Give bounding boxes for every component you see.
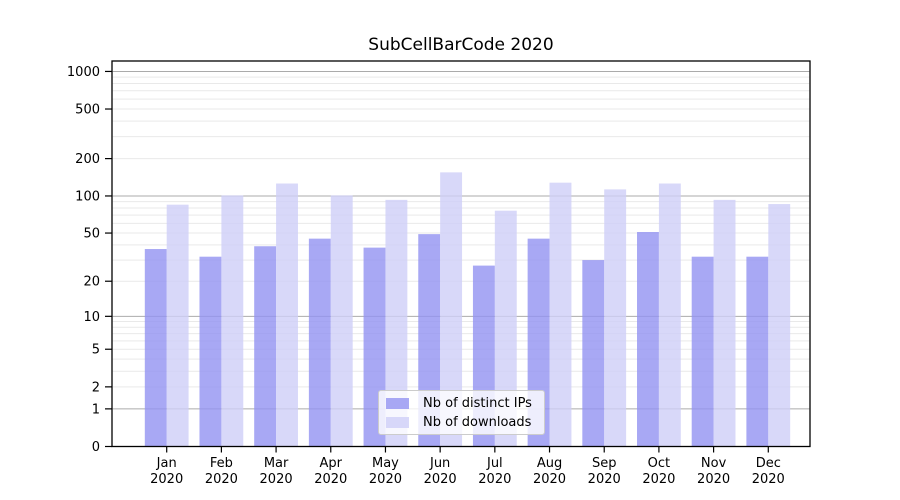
svg-text:Aug: Aug (537, 456, 562, 471)
svg-text:Oct: Oct (648, 456, 670, 471)
svg-text:2020: 2020 (150, 472, 183, 487)
svg-text:10: 10 (83, 310, 100, 325)
svg-text:20: 20 (83, 275, 100, 290)
legend: Nb of distinct IPs Nb of downloads (378, 390, 545, 435)
chart-title: SubCellBarCode 2020 (368, 35, 554, 55)
legend-label-downloads: Nb of downloads (423, 414, 532, 430)
svg-text:2020: 2020 (642, 472, 675, 487)
svg-text:2020: 2020 (697, 472, 730, 487)
svg-text:Jan: Jan (156, 456, 177, 471)
svg-text:Dec: Dec (756, 456, 781, 471)
svg-text:Sep: Sep (592, 456, 617, 471)
svg-text:1: 1 (92, 402, 100, 417)
svg-text:May: May (372, 456, 399, 471)
svg-text:2020: 2020 (588, 472, 621, 487)
svg-text:50: 50 (83, 227, 100, 242)
svg-text:0: 0 (92, 440, 100, 455)
svg-text:2020: 2020 (369, 472, 402, 487)
legend-label-distinct-ips: Nb of distinct IPs (423, 395, 532, 411)
svg-text:Jul: Jul (486, 456, 503, 471)
svg-text:2: 2 (92, 380, 100, 395)
legend-item-distinct-ips: Nb of distinct IPs (386, 394, 537, 412)
svg-text:2020: 2020 (533, 472, 566, 487)
svg-text:100: 100 (75, 189, 100, 204)
svg-text:2020: 2020 (314, 472, 347, 487)
svg-text:2020: 2020 (478, 472, 511, 487)
svg-text:Apr: Apr (320, 456, 343, 471)
svg-text:Mar: Mar (264, 456, 289, 471)
svg-text:2020: 2020 (752, 472, 785, 487)
legend-swatch-downloads (386, 416, 409, 428)
svg-text:200: 200 (75, 152, 100, 167)
legend-swatch-distinct-ips (386, 397, 409, 409)
svg-text:500: 500 (75, 103, 100, 118)
svg-text:2020: 2020 (424, 472, 457, 487)
svg-text:Feb: Feb (210, 456, 233, 471)
svg-text:2020: 2020 (205, 472, 238, 487)
svg-text:Jun: Jun (429, 456, 450, 471)
svg-text:1000: 1000 (67, 65, 100, 80)
svg-text:5: 5 (92, 343, 100, 358)
svg-text:Nov: Nov (701, 456, 727, 471)
svg-text:2020: 2020 (260, 472, 293, 487)
legend-item-downloads: Nb of downloads (386, 413, 537, 431)
